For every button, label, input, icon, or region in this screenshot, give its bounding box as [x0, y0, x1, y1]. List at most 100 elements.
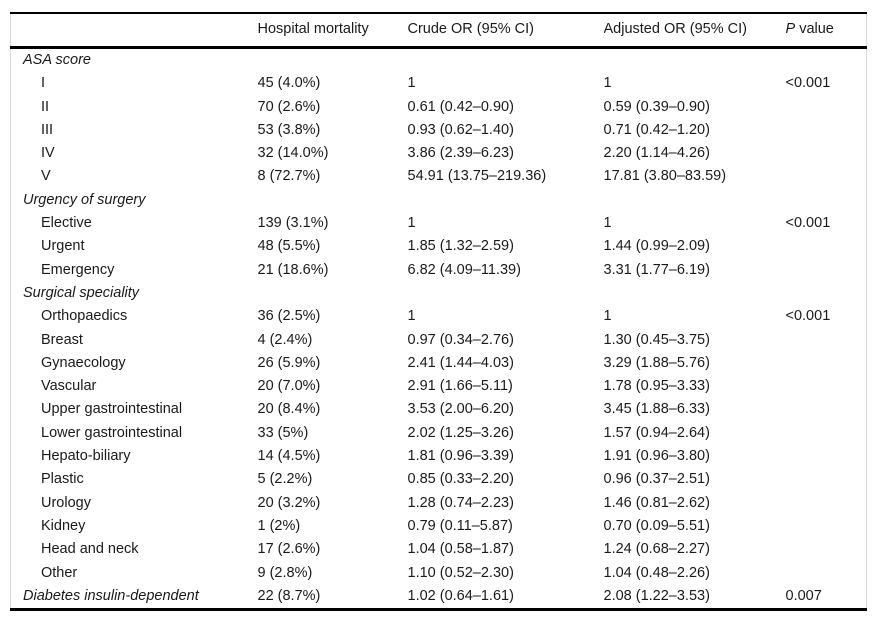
cell-adjusted: 2.08 (1.22–3.53)	[603, 587, 710, 604]
col-header-crude-or: Crude OR (95% CI)	[407, 13, 604, 49]
cell-adjusted: 1	[603, 75, 612, 92]
cell-p	[786, 142, 867, 165]
section-label: Diabetes insulin-dependent	[23, 587, 199, 604]
cell-crude: 1.10 (0.52–2.30)	[407, 564, 514, 581]
cell-adjusted: 3.29 (1.88–5.76)	[603, 354, 710, 371]
cell-crude: 1	[407, 215, 416, 232]
section-label: Urgency of surgery	[23, 191, 146, 208]
cell-mortality: 20 (7.0%)	[257, 378, 321, 395]
cell-p	[786, 189, 867, 212]
cell-crude: 1.81 (0.96–3.39)	[407, 448, 514, 465]
row-label: IV	[41, 145, 55, 162]
cell-mortality: 20 (3.2%)	[257, 494, 321, 511]
cell-crude	[408, 282, 604, 305]
cell-mortality: 5 (2.2%)	[257, 471, 313, 488]
cell-p: <0.001	[785, 308, 831, 325]
cell-adjusted: 1.91 (0.96–3.80)	[603, 448, 710, 465]
cell-crude	[408, 189, 604, 212]
cell-adjusted: 3.45 (1.88–6.33)	[603, 401, 710, 418]
cell-adjusted: 3.31 (1.77–6.19)	[603, 261, 710, 278]
cell-adjusted	[604, 189, 786, 212]
table-row: Orthopaedics 36 (2.5%) 1 1 <0.001	[11, 305, 867, 328]
cell-p	[786, 352, 867, 375]
table-row: V 8 (72.7%) 54.91 (13.75–219.36) 17.81 (3.8…	[11, 165, 867, 188]
section-row: Urgency of surgery	[11, 189, 867, 212]
cell-p: <0.001	[785, 215, 831, 232]
row-label: Hepato-biliary	[41, 448, 131, 465]
col-header-adjusted-or: Adjusted OR (95% CI)	[603, 13, 786, 49]
row-label: Vascular	[41, 378, 97, 395]
row-label: Elective	[41, 215, 92, 232]
cell-crude: 1.28 (0.74–2.23)	[407, 494, 514, 511]
table-row: III 53 (3.8%) 0.93 (0.62–1.40) 0.71 (0.42–1…	[11, 119, 867, 142]
cell-p	[786, 96, 867, 119]
table-row: Hepato-biliary 14 (4.5%) 1.81 (0.96–3.39) 1…	[11, 445, 867, 468]
cell-crude	[408, 48, 604, 73]
cell-adjusted: 17.81 (3.80–83.59)	[603, 168, 727, 185]
cell-adjusted: 1.04 (0.48–2.26)	[603, 564, 710, 581]
cell-adjusted	[604, 282, 786, 305]
section-label: Surgical speciality	[23, 284, 140, 301]
cell-mortality: 22 (8.7%)	[257, 587, 321, 604]
cell-adjusted: 1.24 (0.68–2.27)	[603, 541, 710, 558]
cell-mortality: 8 (72.7%)	[257, 168, 321, 185]
cell-p	[786, 235, 867, 258]
cell-adjusted: 1	[603, 308, 612, 325]
table-row: Other 9 (2.8%) 1.10 (0.52–2.30) 1.04 (0.48–…	[11, 562, 867, 585]
cell-mortality: 1 (2%)	[257, 517, 301, 534]
table-body: ASA score I 45 (4.0%) 1 1 <0.001 II 70 (2.6%) 0.…	[11, 48, 867, 610]
row-label: Emergency	[41, 261, 115, 278]
cell-p	[786, 375, 867, 398]
p-value-italic-letter: P	[785, 21, 796, 37]
section-row: Diabetes insulin-dependent 22 (8.7%) 1.02 …	[11, 585, 867, 610]
cell-p	[786, 282, 867, 305]
table-row: Emergency 21 (18.6%) 6.82 (4.09–11.39) 3.31…	[11, 259, 867, 282]
cell-p	[786, 259, 867, 282]
cell-p	[786, 329, 867, 352]
table-row: II 70 (2.6%) 0.61 (0.42–0.90) 0.59 (0.39–0.…	[11, 96, 867, 119]
table-row: Plastic 5 (2.2%) 0.85 (0.33–2.20) 0.96 (0.3…	[11, 468, 867, 491]
table-row: Head and neck 17 (2.6%) 1.04 (0.58–1.87) 1.…	[11, 538, 867, 561]
cell-crude: 1.02 (0.64–1.61)	[407, 587, 514, 604]
row-label: Kidney	[41, 517, 86, 534]
table-row: Upper gastrointestinal 20 (8.4%) 3.53 (2.0…	[11, 398, 867, 421]
row-label: Breast	[41, 331, 83, 348]
section-row: Surgical speciality	[11, 282, 867, 305]
cell-mortality: 26 (5.9%)	[257, 354, 321, 371]
cell-adjusted: 1.46 (0.81–2.62)	[603, 494, 710, 511]
col-header-empty	[10, 13, 258, 49]
cell-mortality: 48 (5.5%)	[257, 238, 321, 255]
cell-crude: 3.53 (2.00–6.20)	[407, 401, 514, 418]
row-label: Lower gastrointestinal	[41, 424, 183, 441]
table-row: IV 32 (14.0%) 3.86 (2.39–6.23) 2.20 (1.14–4…	[11, 142, 867, 165]
cell-p	[786, 562, 867, 585]
cell-p	[786, 165, 867, 188]
cell-p	[786, 515, 867, 538]
cell-crude: 54.91 (13.75–219.36)	[407, 168, 547, 185]
cell-p: <0.001	[785, 75, 831, 92]
section-row: ASA score	[11, 48, 867, 73]
table-row: Kidney 1 (2%) 0.79 (0.11–5.87) 0.70 (0.09–5…	[11, 515, 867, 538]
col-header-hospital-mortality: Hospital mortality	[257, 13, 408, 49]
section-label: ASA score	[23, 52, 91, 68]
col-header-p-value: P value	[785, 13, 867, 49]
cell-crude: 6.82 (4.09–11.39)	[407, 261, 521, 278]
cell-p	[786, 492, 867, 515]
cell-p	[786, 48, 867, 73]
cell-p: 0.007	[785, 587, 822, 604]
cell-adjusted: 0.59 (0.39–0.90)	[603, 98, 710, 115]
regression-results-table-figure: Hospital mortality Crude OR (95% CI) Adj…	[10, 12, 867, 612]
row-label: III	[41, 121, 54, 138]
cell-adjusted	[604, 48, 786, 73]
cell-mortality: 53 (3.8%)	[257, 121, 321, 138]
cell-p	[786, 538, 867, 561]
table-row: Breast 4 (2.4%) 0.97 (0.34–2.76) 1.30 (0.45…	[11, 329, 867, 352]
row-label: I	[41, 75, 46, 92]
p-value-label-rest: value	[795, 21, 834, 37]
table-row: Elective 139 (3.1%) 1 1 <0.001	[11, 212, 867, 235]
cell-p	[786, 422, 867, 445]
cell-crude: 2.41 (1.44–4.03)	[407, 354, 514, 371]
row-label: Plastic	[41, 471, 84, 488]
cell-crude: 0.93 (0.62–1.40)	[407, 121, 514, 138]
cell-mortality: 70 (2.6%)	[257, 98, 321, 115]
